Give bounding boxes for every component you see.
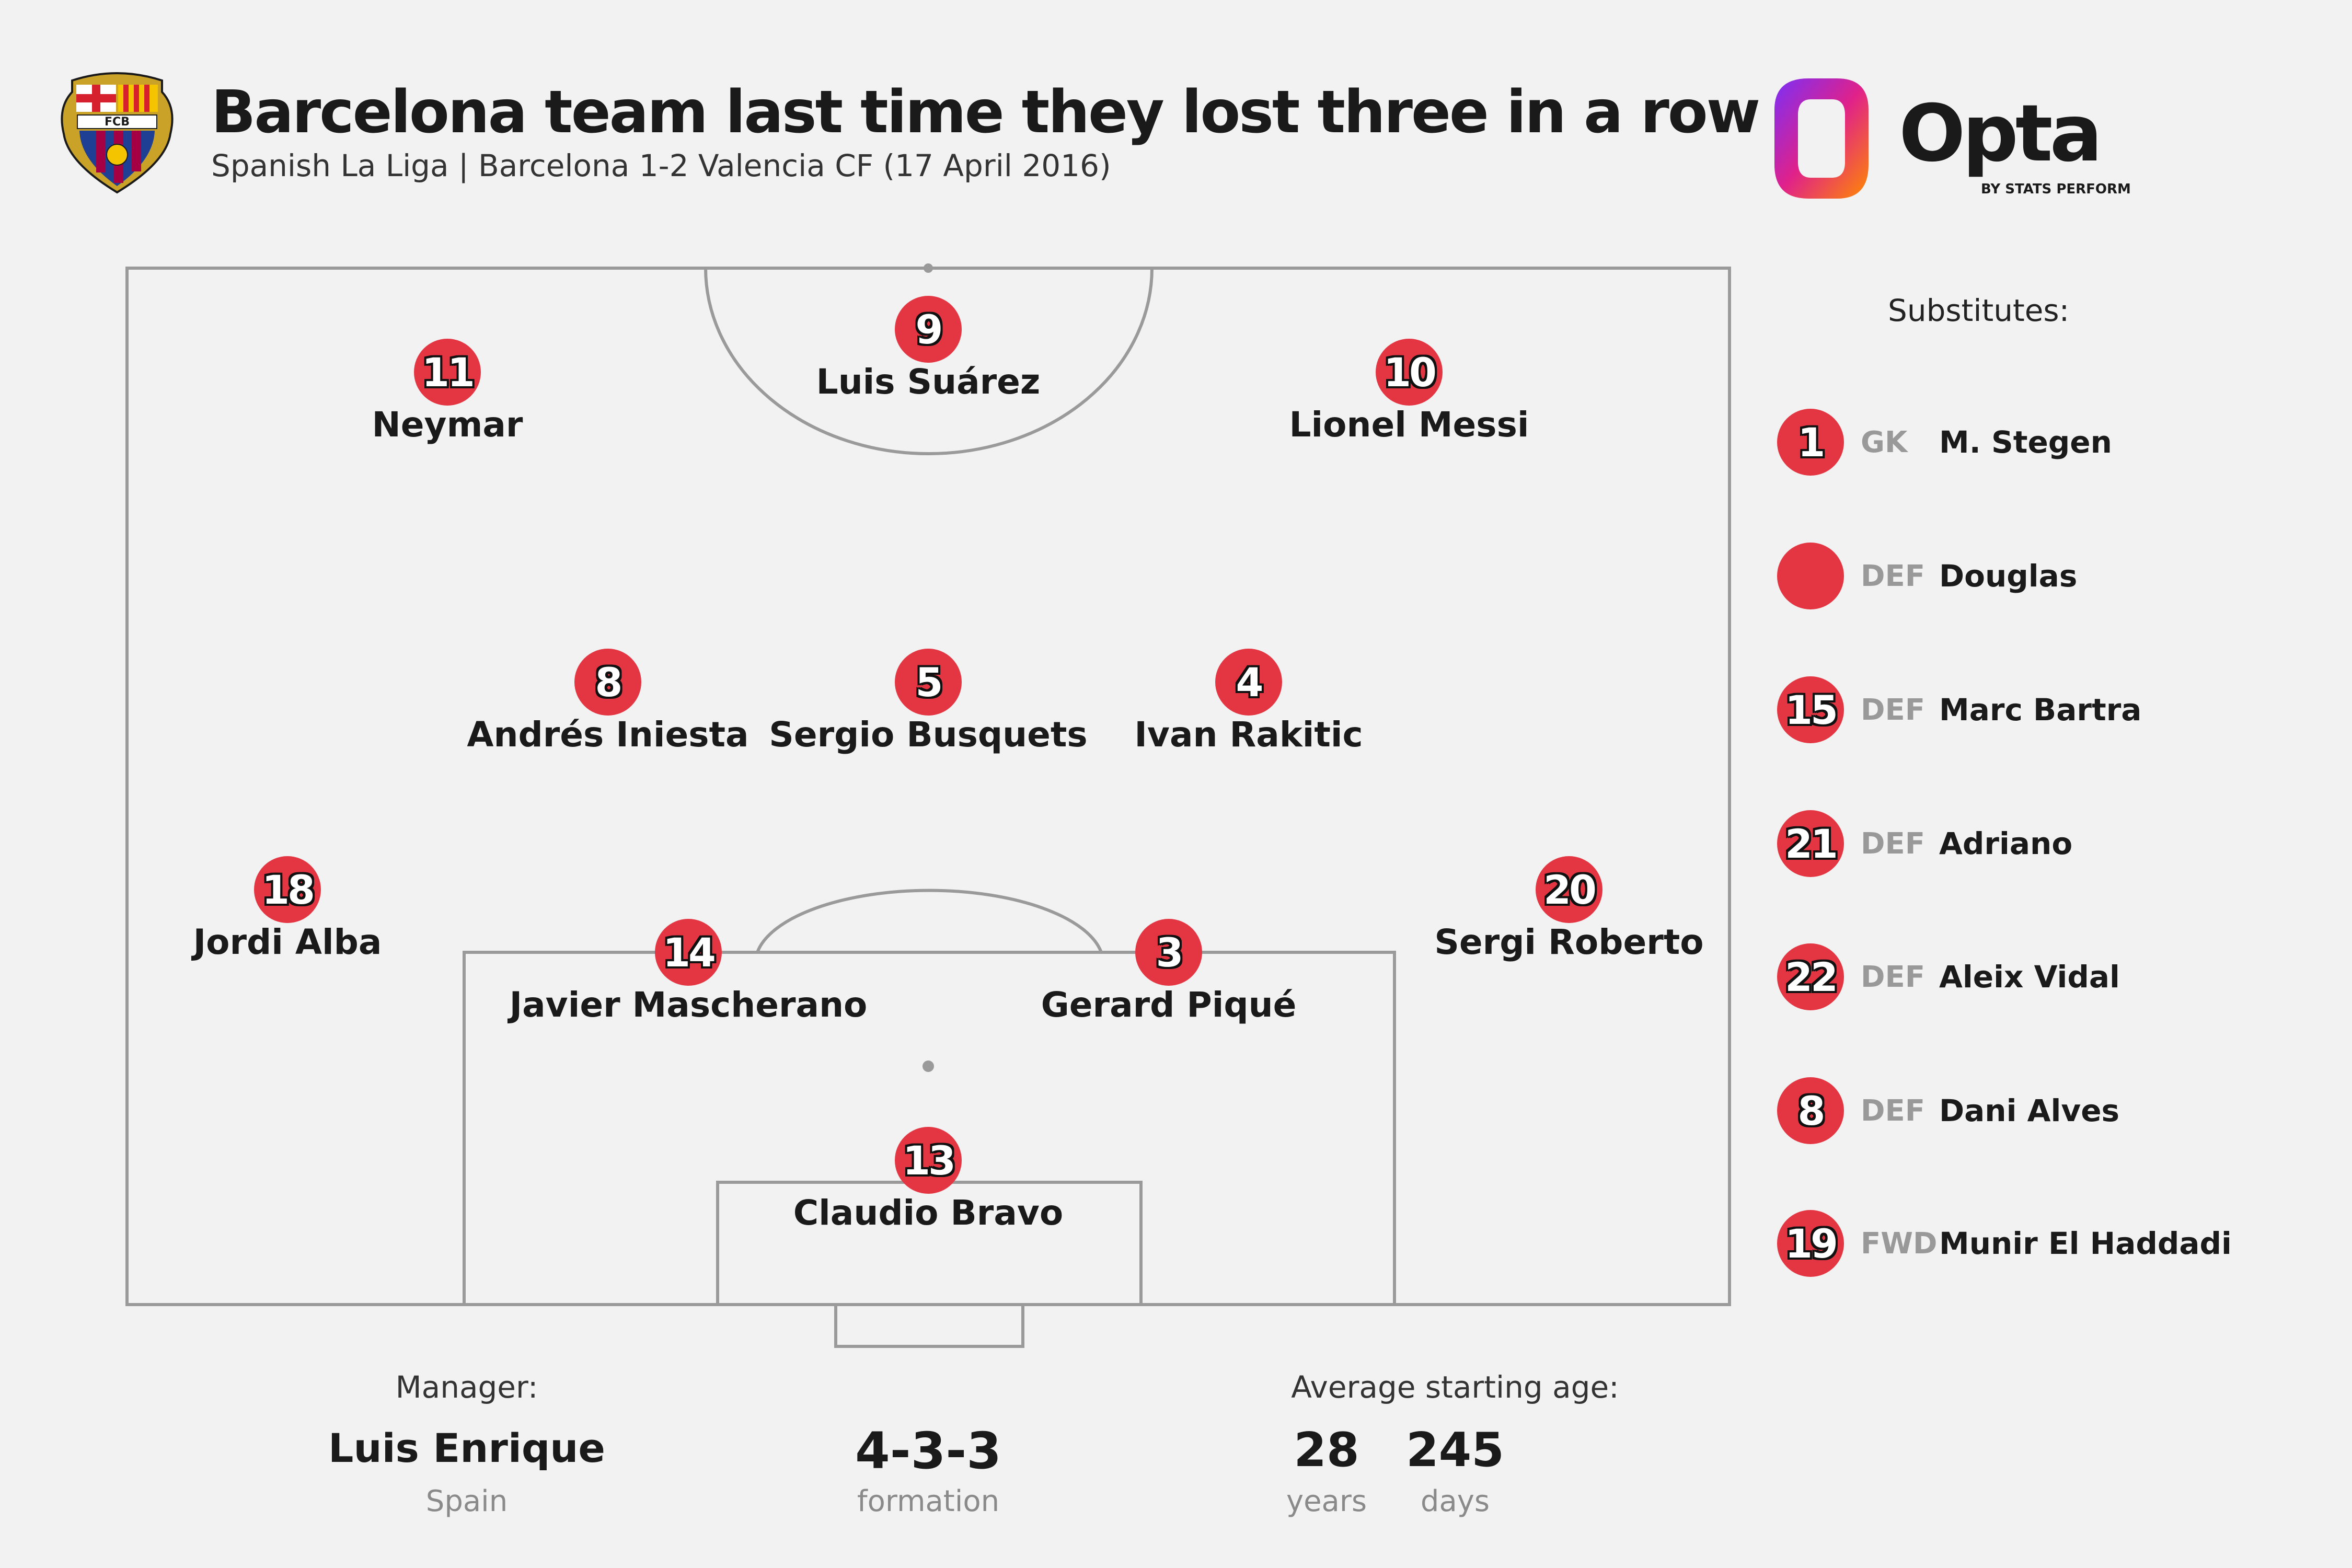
page-title: Barcelona team last time they lost three… [211, 78, 1760, 146]
player-marker: 5 Sergio Busquets [745, 649, 1111, 755]
shirt-number-badge [1777, 543, 1844, 609]
player-name: Claudio Bravo [793, 1193, 1064, 1233]
player-name: Javier Mascherano [509, 985, 868, 1025]
player-name: Luis Suárez [816, 362, 1041, 402]
manager-name: Luis Enrique [328, 1425, 605, 1471]
substitute-position: DEF [1861, 826, 1925, 861]
player-name: Lionel Messi [1289, 405, 1529, 445]
substitute-row: 22 DEF Aleix Vidal [1777, 943, 2120, 1010]
substitute-position: DEF [1861, 693, 1925, 727]
substitute-position: GK [1861, 425, 1908, 459]
shirt-number-badge: 20 [1536, 856, 1602, 923]
shirt-number-badge: 22 [1777, 943, 1844, 1010]
shirt-number-badge: 4 [1215, 649, 1282, 716]
substitute-name: Adriano [1939, 826, 2073, 861]
barcelona-crest-logo: FCB [61, 72, 174, 194]
substitute-row: 21 DEF Adriano [1777, 810, 2072, 877]
crest-text: FCB [105, 116, 130, 129]
manager-label: Manager: [395, 1369, 538, 1405]
shirt-number-badge: 18 [254, 856, 321, 923]
player-marker: 10 Lionel Messi [1226, 339, 1592, 445]
shirt-number-badge: 14 [655, 919, 722, 986]
substitute-name: Aleix Vidal [1939, 959, 2120, 995]
shirt-number-badge: 5 [895, 649, 962, 716]
substitute-name: Dani Alves [1939, 1093, 2120, 1128]
formation-value: 4-3-3 [855, 1422, 1002, 1480]
shirt-number-badge: 15 [1777, 676, 1844, 743]
shirt-number-badge: 1 [1777, 409, 1844, 476]
substitute-position: DEF [1861, 960, 1925, 994]
center-spot [924, 263, 933, 273]
player-marker: 9 Luis Suárez [745, 296, 1111, 402]
substitute-row: 19 FWD Munir El Haddadi [1777, 1210, 2232, 1277]
substitute-name: Munir El Haddadi [1939, 1226, 2232, 1261]
substitute-row: 15 DEF Marc Bartra [1777, 676, 2141, 743]
substitutes-heading: Substitutes: [1888, 293, 2070, 328]
penalty-arc [756, 889, 1103, 953]
player-name: Ivan Rakitic [1134, 714, 1363, 755]
opta-logo: Opta BY STATS PERFORM [1774, 78, 2131, 199]
shirt-number-badge: 3 [1135, 919, 1202, 986]
player-marker: 18 Jordi Alba [105, 856, 470, 962]
opta-tagline: BY STATS PERFORM [1981, 181, 2131, 197]
player-name: Jordi Alba [193, 922, 382, 962]
substitute-position: FWD [1861, 1226, 1938, 1261]
substitute-name: M. Stegen [1939, 424, 2112, 460]
center-circle-half [704, 268, 1154, 455]
player-name: Gerard Piqué [1041, 985, 1297, 1025]
age-years-value: 28 [1294, 1423, 1359, 1478]
opta-brand-name: Opta [1899, 88, 2100, 179]
shirt-number-badge: 10 [1376, 339, 1443, 406]
substitute-row: DEF Douglas [1777, 543, 2077, 609]
page-subtitle: Spanish La Liga | Barcelona 1-2 Valencia… [211, 148, 1111, 183]
shirt-number-badge: 9 [895, 296, 962, 363]
player-marker: 14 Javier Mascherano [505, 919, 871, 1025]
player-marker: 8 Andrés Iniesta [425, 649, 791, 755]
penalty-spot [923, 1060, 934, 1072]
age-years-label: years [1286, 1484, 1367, 1518]
shirt-number-badge: 21 [1777, 810, 1844, 877]
age-days-label: days [1420, 1484, 1490, 1518]
substitute-row: 1 GK M. Stegen [1777, 409, 2112, 476]
shirt-number-badge: 11 [414, 339, 481, 406]
substitute-position: DEF [1861, 559, 1925, 593]
player-name: Neymar [372, 405, 523, 445]
shirt-number-badge: 13 [895, 1127, 962, 1194]
substitute-position: DEF [1861, 1093, 1925, 1128]
player-marker: 13 Claudio Bravo [745, 1127, 1111, 1233]
average-age-label: Average starting age: [1291, 1369, 1619, 1405]
player-marker: 20 Sergi Roberto [1386, 856, 1752, 962]
substitute-name: Marc Bartra [1939, 692, 2142, 728]
shirt-number-badge: 8 [1777, 1077, 1844, 1144]
manager-country: Spain [425, 1484, 508, 1518]
player-name: Sergi Roberto [1434, 922, 1704, 962]
shirt-number-badge: 8 [574, 649, 641, 716]
substitute-name: Douglas [1939, 558, 2078, 594]
formation-label: formation [857, 1484, 1000, 1518]
player-marker: 4 Ivan Rakitic [1066, 649, 1432, 755]
player-marker: 3 Gerard Piqué [986, 919, 1352, 1025]
goal [834, 1303, 1024, 1348]
player-name: Andrés Iniesta [467, 714, 749, 755]
age-days-value: 245 [1406, 1423, 1504, 1478]
shirt-number-badge: 19 [1777, 1210, 1844, 1277]
substitute-row: 8 DEF Dani Alves [1777, 1077, 2119, 1144]
player-marker: 11 Neymar [264, 339, 630, 445]
player-name: Sergio Busquets [769, 714, 1088, 755]
